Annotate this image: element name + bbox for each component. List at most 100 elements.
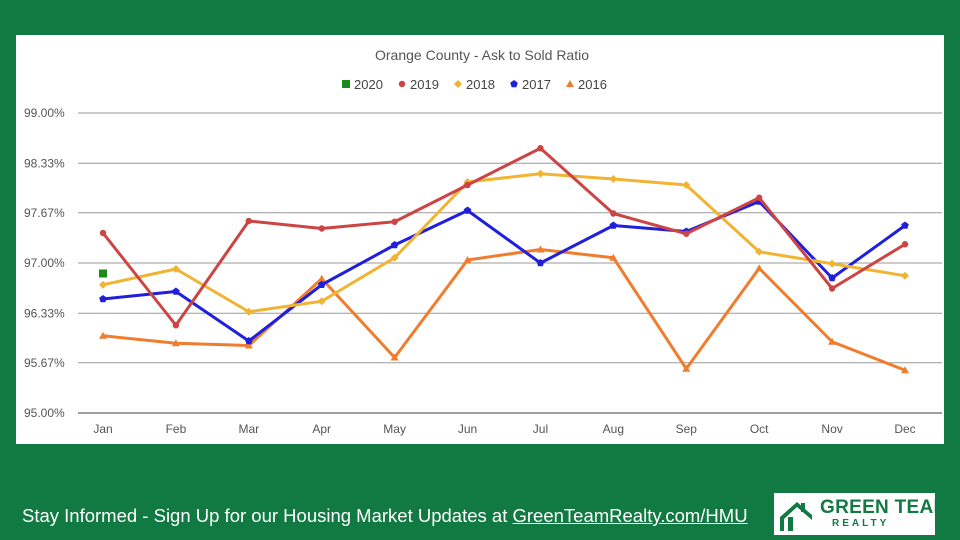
legend-label: 2017	[522, 77, 551, 92]
y-tick-label: 96.33%	[24, 306, 65, 320]
data-point	[755, 264, 764, 272]
data-point	[682, 181, 691, 189]
data-point	[536, 259, 545, 267]
x-tick-label: Sep	[676, 422, 698, 436]
data-point	[609, 253, 618, 261]
legend-item-2018[interactable]: 2018	[454, 77, 495, 92]
y-tick-label: 97.67%	[24, 206, 65, 220]
series-2017	[99, 197, 909, 345]
data-point	[901, 221, 909, 229]
data-point	[245, 337, 253, 345]
chart-title: Orange County - Ask to Sold Ratio	[375, 47, 589, 63]
data-point	[172, 287, 180, 295]
data-point	[901, 241, 909, 248]
data-point	[390, 253, 399, 262]
data-point	[99, 229, 107, 237]
data-point	[244, 307, 253, 316]
data-point	[537, 145, 544, 152]
x-tick-label: Nov	[821, 422, 842, 436]
x-tick-label: Apr	[312, 422, 331, 436]
house-logo-icon	[780, 502, 812, 531]
data-point	[172, 322, 180, 329]
data-point	[755, 194, 763, 201]
legend-item-2020[interactable]: 2020	[342, 77, 383, 92]
series-2019	[99, 145, 909, 329]
data-point	[901, 271, 909, 280]
data-point	[536, 245, 545, 253]
series-2020	[99, 269, 107, 278]
data-point	[244, 341, 253, 349]
y-tick-label: 95.00%	[24, 406, 65, 420]
data-point	[99, 269, 107, 278]
legend-label: 2016	[578, 77, 607, 92]
footer-message: Stay Informed - Sign Up for our Housing …	[22, 505, 513, 526]
data-point	[609, 175, 618, 183]
series-layer	[99, 145, 909, 374]
data-point	[317, 280, 326, 288]
data-point	[609, 221, 618, 229]
data-point	[391, 218, 398, 225]
data-point	[463, 206, 472, 214]
x-tick-label: Jan	[93, 422, 112, 436]
legend-item-2017[interactable]: 2017	[510, 77, 551, 92]
data-point	[99, 331, 107, 339]
data-point	[828, 274, 836, 282]
data-point	[171, 265, 180, 273]
x-tick-label: Oct	[750, 422, 769, 436]
legend-item-2016[interactable]: 2016	[566, 77, 607, 92]
x-tick-label: Dec	[894, 422, 915, 436]
legend-marker	[566, 80, 574, 87]
data-point	[463, 256, 472, 263]
line-chart: Orange County - Ask to Sold Ratio 2020 20…	[24, 47, 942, 436]
y-axis: 95.00% 95.67% 96.33% 97.00% 97.67% 98.33% 99.0…	[24, 106, 65, 420]
data-point	[536, 169, 545, 178]
data-point	[390, 353, 399, 361]
data-point	[318, 225, 325, 232]
y-tick-label: 95.67%	[24, 356, 65, 370]
y-tick-label: 99.00%	[24, 106, 65, 120]
x-tick-label: May	[383, 422, 406, 436]
x-tick-label: Feb	[166, 422, 187, 436]
y-tick-label: 97.00%	[24, 256, 65, 270]
series-line	[101, 146, 906, 327]
data-point	[901, 366, 909, 374]
x-tick-label: Aug	[603, 422, 624, 436]
footer-text: Stay Informed - Sign Up for our Housing …	[22, 505, 748, 527]
x-axis: Jan Feb Mar Apr May Jun Jul Aug Sep Oct Nov Dec	[93, 422, 915, 436]
data-point	[99, 280, 107, 289]
data-point	[317, 274, 326, 282]
chart-legend: 2020 2019 2018 2017 2016	[342, 77, 607, 92]
series-line	[102, 172, 906, 314]
series-2018	[99, 169, 909, 316]
legend-marker	[510, 80, 518, 88]
legend-label: 2018	[466, 77, 495, 92]
logo-text-secondary: REALTY	[832, 518, 890, 529]
x-tick-label: Mar	[238, 422, 259, 436]
data-point	[683, 230, 690, 237]
data-point	[171, 339, 180, 347]
x-tick-label: Jun	[458, 422, 477, 436]
data-point	[682, 364, 691, 372]
chart-panel: Orange County - Ask to Sold Ratio 2020 20…	[16, 35, 944, 444]
data-point	[828, 285, 836, 292]
legend-label: 2020	[354, 77, 383, 92]
series-2016	[99, 245, 909, 374]
data-point	[317, 297, 326, 306]
data-point	[245, 217, 253, 225]
legend-marker	[342, 80, 350, 88]
series-line	[102, 248, 906, 372]
housing-updates-link[interactable]: GreenTeamRealty.com/HMU	[512, 505, 748, 526]
legend-marker	[398, 80, 406, 88]
green-team-realty-logo[interactable]: GREEN TEAM REALTY	[774, 493, 935, 535]
x-tick-label: Jul	[533, 422, 548, 436]
data-point	[828, 259, 837, 268]
logo-text-primary: GREEN TEAM	[820, 497, 935, 518]
data-point	[610, 210, 617, 217]
data-point	[390, 241, 399, 249]
series-line	[102, 200, 906, 343]
legend-item-2019[interactable]: 2019	[398, 77, 439, 92]
data-point	[755, 247, 764, 256]
legend-label: 2019	[410, 77, 439, 92]
data-point	[99, 295, 107, 303]
data-point	[828, 337, 837, 345]
